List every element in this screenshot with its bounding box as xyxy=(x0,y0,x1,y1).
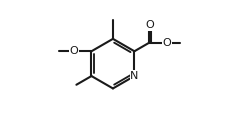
Text: O: O xyxy=(162,38,171,48)
Text: N: N xyxy=(130,71,138,81)
Text: O: O xyxy=(145,20,154,30)
Text: O: O xyxy=(70,46,78,56)
